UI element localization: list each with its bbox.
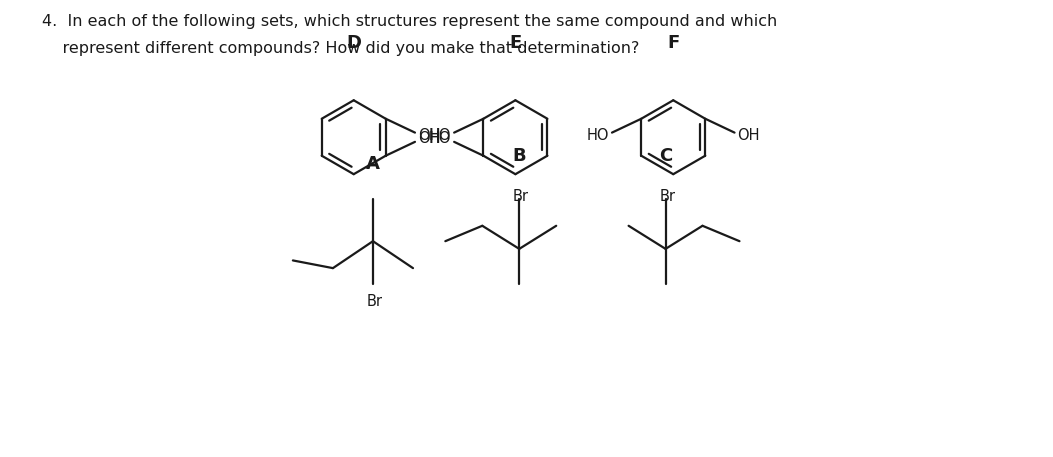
Text: HO: HO: [429, 131, 451, 146]
Text: OH: OH: [418, 128, 440, 143]
Text: B: B: [513, 148, 526, 165]
Text: Br: Br: [659, 189, 675, 204]
Text: D: D: [346, 33, 361, 52]
Text: Br: Br: [513, 189, 529, 204]
Text: HO: HO: [587, 128, 609, 143]
Text: F: F: [668, 33, 679, 52]
Text: C: C: [659, 148, 672, 165]
Text: HO: HO: [429, 128, 451, 143]
Text: E: E: [510, 33, 521, 52]
Text: OH: OH: [737, 128, 760, 143]
Text: OH: OH: [418, 131, 440, 146]
Text: represent different compounds? How did you make that determination?: represent different compounds? How did y…: [42, 41, 639, 56]
Text: A: A: [366, 155, 380, 173]
Text: Br: Br: [366, 293, 383, 308]
Text: 4.  In each of the following sets, which structures represent the same compound : 4. In each of the following sets, which …: [42, 14, 777, 29]
